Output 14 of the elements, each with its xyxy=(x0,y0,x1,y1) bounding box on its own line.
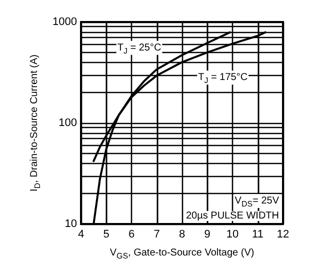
x-tick-label: 12 xyxy=(276,228,290,240)
annotation: 20µs PULSE WIDTH xyxy=(186,210,280,222)
x-tick-label: 7 xyxy=(154,228,160,240)
x-tick-label: 4 xyxy=(78,228,84,240)
x-tick-label: 9 xyxy=(204,228,210,240)
y-axis-title: ID, Drain-to-Source Current (A) xyxy=(29,54,42,192)
x-tick-label: 5 xyxy=(103,228,110,240)
y-tick-label: 10 xyxy=(64,218,77,230)
y-tick-label: 100 xyxy=(58,117,77,129)
x-tick-label: 8 xyxy=(178,228,186,240)
x-tick-label: 11 xyxy=(252,228,264,240)
y-tick-label: 1000 xyxy=(52,16,77,28)
x-tick-label: 10 xyxy=(226,228,239,240)
x-tick-label: 6 xyxy=(128,228,135,240)
